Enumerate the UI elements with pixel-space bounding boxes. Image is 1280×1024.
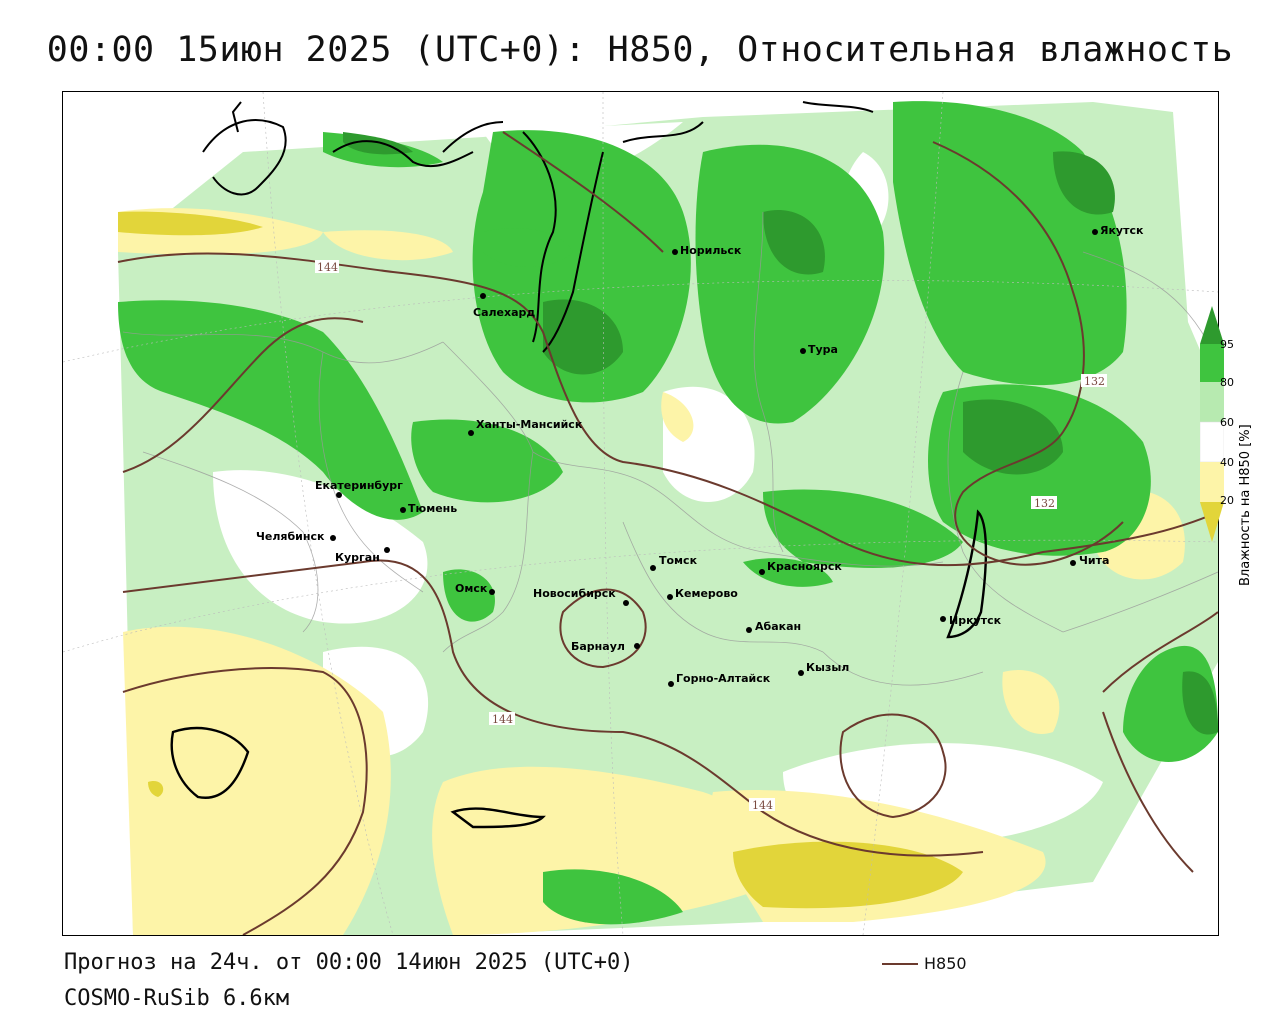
colorbar-tick-60: 60: [1220, 416, 1234, 429]
colorbar-tick-80: 80: [1220, 376, 1234, 389]
city-salekhard: Салехард: [473, 306, 535, 319]
city-kyzyl: Кызыл: [806, 661, 849, 674]
city-yekaterinburg: Екатеринбург: [315, 479, 403, 492]
colorbar-40-60: [1200, 421, 1224, 463]
colorbar-tick-20: 20: [1220, 494, 1234, 507]
city-tyumen: Тюмень: [408, 502, 457, 515]
isoline-label-144-north: 144: [317, 261, 338, 274]
h850-isolines: [117, 131, 1218, 935]
city-abakan: Абакан: [755, 620, 801, 633]
colorbar-60-80: [1200, 382, 1224, 422]
city-gorno-altaysk: Горно-Алтайск: [676, 672, 771, 685]
colorbar-tick-40: 40: [1220, 456, 1234, 469]
isoline-label-144-altai: 144: [492, 713, 513, 726]
colorbar-80-95: [1200, 344, 1224, 382]
isoline-label-132-baikal: 132: [1034, 497, 1055, 510]
city-tura: Тура: [808, 343, 838, 356]
isoline-labels: 144 132 132 144 144: [315, 260, 1107, 812]
model-name: COSMO-RuSib 6.6км: [64, 986, 290, 1011]
colorbar-title: Влажность на H850 [%]: [1238, 424, 1253, 586]
city-irkutsk: Иркутск: [949, 614, 1002, 627]
city-chita: Чита: [1079, 554, 1109, 567]
isoline-label-132-east: 132: [1084, 375, 1105, 388]
isoline-label-144-south: 144: [752, 799, 773, 812]
forecast-info: Прогноз на 24ч. от 00:00 14июн 2025 (UTC…: [64, 950, 634, 975]
city-yakutsk: Якутск: [1100, 224, 1144, 237]
cities: Норильск Салехард Тура Якутск Ханты-Манс…: [256, 224, 1144, 687]
city-norilsk: Норильск: [680, 244, 742, 257]
city-chelyabinsk: Челябинск: [256, 530, 325, 543]
coastlines: [170, 101, 988, 829]
isoline-legend-label: H850: [924, 954, 967, 973]
map-title: 00:00 15июн 2025 (UTC+0): H850, Относите…: [46, 30, 1234, 70]
map-canvas: 144 132 132 144 144 Норильск Салехард Ту…: [63, 92, 1218, 935]
city-krasnoyarsk: Красноярск: [767, 560, 842, 573]
colorbar-above-95: [1200, 306, 1224, 344]
colorbar: 95 80 60 40 20: [1196, 306, 1276, 596]
city-omsk: Омск: [455, 582, 488, 595]
city-kurgan: Курган: [335, 551, 380, 564]
graticule: [63, 92, 1218, 935]
city-novosibirsk: Новосибирск: [533, 587, 616, 600]
colorbar-below-20: [1200, 502, 1224, 542]
city-kemerovo: Кемерово: [675, 587, 738, 600]
city-khanty-mansiysk: Ханты-Мансийск: [476, 418, 583, 431]
colorbar-bar: [1200, 306, 1224, 542]
city-barnaul: Барнаул: [571, 640, 625, 653]
admin-boundaries: [122, 211, 1218, 686]
colorbar-tick-95: 95: [1220, 338, 1234, 351]
colorbar-20-40: [1200, 462, 1224, 502]
isoline-legend-swatch: [882, 962, 918, 965]
isoline-legend: H850: [882, 954, 967, 973]
humidity-below-20-zones: [118, 211, 963, 909]
city-tomsk: Томск: [659, 554, 698, 567]
humidity-map: 144 132 132 144 144 Норильск Салехард Ту…: [62, 91, 1219, 936]
